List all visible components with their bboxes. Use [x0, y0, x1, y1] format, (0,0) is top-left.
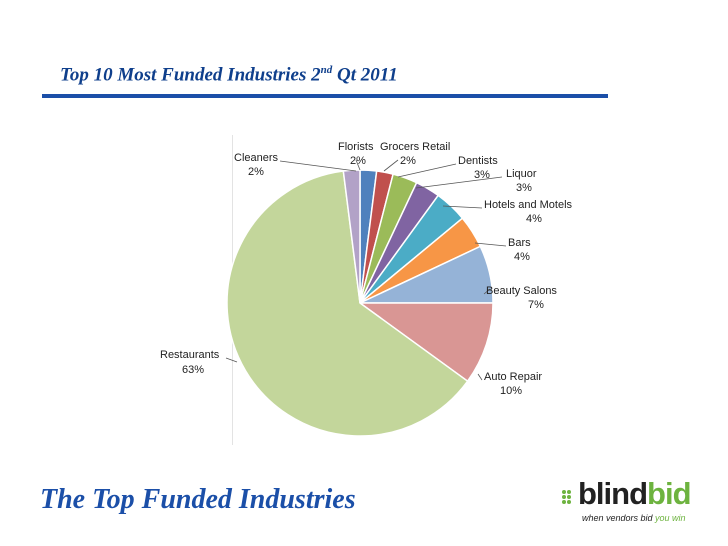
leader-line-hotels-and-motels — [442, 205, 483, 209]
slide-title: Top 10 Most Funded Industries 2nd Qt 201… — [60, 64, 398, 86]
slice-label-hotels-and-motels: Hotels and Motels — [484, 199, 573, 211]
slice-percent-restaurants: 63% — [182, 364, 204, 376]
slice-label-cleaners: Cleaners — [234, 152, 279, 164]
slice-percent-dentists: 3% — [474, 169, 490, 181]
logo-word-blind: blind — [578, 476, 648, 511]
leader-line-grocers-retail — [383, 159, 399, 172]
logo-word-bid: bid — [647, 476, 691, 511]
slide-title-rest: Qt 2011 — [332, 64, 398, 86]
logo-tagline-a: when vendors bid — [582, 513, 656, 523]
footer-title: The Top Funded Industries — [40, 484, 356, 515]
slice-percent-beauty-salons: 7% — [528, 299, 544, 311]
slice-percent-auto-repair: 10% — [500, 385, 522, 397]
title-underline — [42, 94, 608, 98]
slice-label-beauty-salons: Beauty Salons — [486, 285, 557, 297]
slice-label-bars: Bars — [508, 237, 531, 249]
logo-wordmark: blindbid — [578, 476, 692, 512]
slice-percent-grocers-retail: 2% — [400, 155, 416, 167]
slice-percent-florists: 2% — [350, 155, 366, 167]
pie-slice-auto-repair — [357, 302, 494, 383]
slice-label-dentists: Dentists — [458, 155, 498, 167]
logo-tagline: when vendors bid you win — [582, 513, 686, 523]
slice-label-grocers-retail: Grocers Retail — [380, 141, 450, 153]
leader-line-florists — [355, 159, 361, 171]
leader-line-dentists — [397, 163, 457, 178]
slice-percent-bars: 4% — [514, 251, 530, 263]
logo-tagline-b: you win — [655, 513, 686, 523]
leader-line-cleaners — [279, 160, 357, 172]
leader-line-bars — [474, 242, 507, 247]
slice-percent-cleaners: 2% — [248, 166, 264, 178]
slice-label-auto-repair: Auto Repair — [484, 371, 542, 383]
leader-line-beauty-salons — [483, 288, 491, 295]
slice-percent-liquor: 3% — [516, 182, 532, 194]
slice-label-liquor: Liquor — [506, 168, 537, 180]
blindbid-logo: blindbid when vendors bid you win — [562, 476, 712, 528]
leader-line-liquor — [415, 176, 503, 189]
slice-label-restaurants: Restaurants — [160, 349, 220, 361]
slice-percent-hotels-and-motels: 4% — [526, 213, 542, 225]
leader-line-auto-repair — [477, 373, 483, 381]
slide-title-main: Top 10 Most Funded Industries 2 — [60, 64, 321, 86]
slide-title-superscript: nd — [320, 64, 333, 76]
logo-dots-icon — [562, 490, 576, 504]
pie-slice-restaurants — [226, 170, 469, 437]
slice-label-florists: Florists — [338, 141, 374, 153]
leader-line-restaurants — [225, 357, 238, 363]
